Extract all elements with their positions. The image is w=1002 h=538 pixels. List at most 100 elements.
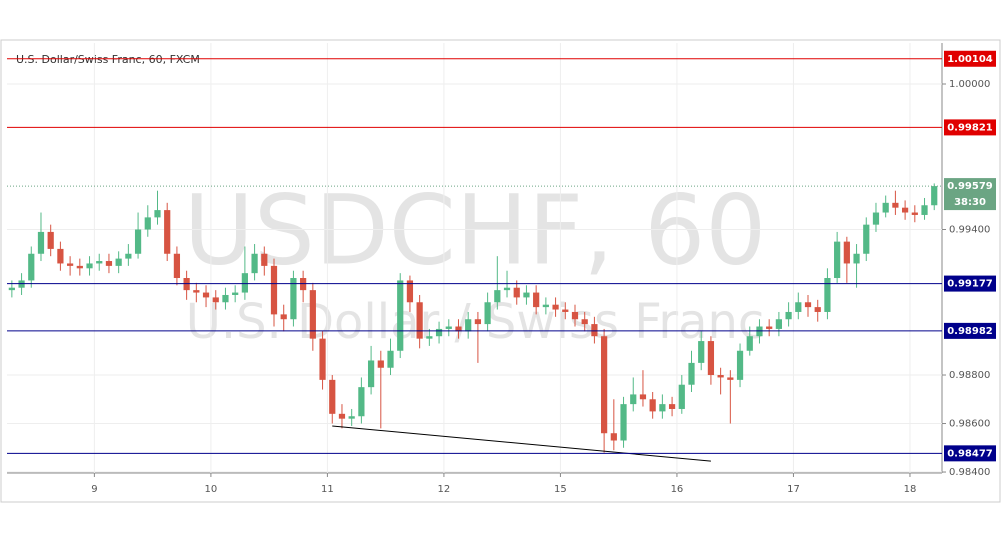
candle-body — [688, 362, 695, 385]
candle-body — [319, 338, 326, 380]
candle-body — [804, 302, 812, 308]
candle-body — [28, 253, 35, 281]
candle-body — [872, 212, 880, 225]
y-tick-label: 1.00000 — [949, 79, 990, 90]
level-label: 0.98477 — [947, 448, 993, 459]
candle-body — [445, 326, 452, 329]
candle-body — [338, 413, 346, 419]
level-label-box — [944, 322, 996, 339]
level-label: 1.00104 — [947, 54, 993, 65]
current-price-box — [944, 178, 996, 211]
candle-body — [435, 328, 443, 337]
y-tick-label: 0.99400 — [949, 225, 990, 236]
candle-body — [309, 290, 316, 339]
candle-body — [824, 278, 831, 312]
candle-body — [76, 265, 83, 269]
candle-body — [406, 280, 414, 303]
candle-body — [377, 360, 384, 368]
x-tick-label: 15 — [554, 484, 567, 495]
x-tick-label: 12 — [438, 484, 451, 495]
candle-body — [853, 253, 860, 264]
trendline — [332, 425, 711, 462]
candle-body — [931, 186, 938, 206]
candle-body — [552, 304, 559, 310]
candle-body — [601, 336, 608, 434]
candle-body — [571, 311, 579, 320]
chart-frame — [0, 39, 1001, 503]
candle-body — [494, 290, 501, 303]
x-tick-label: 9 — [91, 484, 97, 495]
candle-body — [426, 336, 433, 339]
candle-body — [717, 375, 724, 378]
candle-body — [154, 210, 161, 218]
current-price-label: 0.99579 — [947, 181, 993, 192]
candle-body — [834, 241, 841, 279]
level-label: 0.99177 — [947, 279, 993, 290]
y-tick-label: 0.98600 — [949, 419, 990, 430]
candle-body — [901, 207, 909, 213]
candle-body — [57, 248, 64, 264]
candle-body — [387, 350, 394, 368]
candle-body — [668, 404, 676, 409]
candle-body — [474, 319, 482, 325]
candle-body — [775, 319, 782, 329]
candle-body — [581, 319, 588, 325]
candle-body — [843, 241, 850, 264]
candle-body — [659, 404, 666, 412]
candle-body — [251, 253, 258, 274]
x-tick-label: 18 — [904, 484, 917, 495]
candle-body — [280, 314, 287, 320]
x-tick-label: 16 — [671, 484, 684, 495]
candle-body — [620, 404, 627, 441]
candle-body — [212, 297, 219, 303]
candle-body — [37, 231, 45, 254]
countdown-label: 38:30 — [954, 197, 986, 208]
level-label-box — [944, 275, 996, 292]
x-tick-label: 11 — [321, 484, 334, 495]
level-label-box — [944, 445, 996, 462]
candle-body — [591, 324, 598, 337]
candle-body — [67, 263, 74, 266]
candle-body — [222, 294, 229, 303]
y-tick-label: 0.98800 — [949, 370, 990, 381]
candle-body — [542, 304, 549, 308]
candle-body — [639, 394, 647, 400]
candle-body — [727, 377, 734, 380]
candle-body — [465, 319, 472, 332]
candle-body — [892, 202, 899, 208]
chart-title: U.S. Dollar/Swiss Franc, 60, FXCM — [16, 53, 200, 66]
level-label: 0.99821 — [947, 122, 993, 133]
candle-body — [814, 307, 821, 312]
candle-body — [47, 231, 54, 249]
candle-body — [698, 341, 705, 363]
candle-body — [270, 265, 278, 315]
candle-body — [144, 217, 151, 230]
candle-body — [416, 302, 423, 339]
candle-body — [358, 387, 365, 417]
candle-body — [193, 290, 200, 293]
candle-body — [86, 263, 93, 269]
candle-body — [261, 253, 268, 266]
candle-body — [523, 292, 530, 298]
candle-body — [882, 202, 889, 213]
candle-body — [134, 229, 142, 254]
candle-body — [367, 360, 375, 388]
y-tick-label: 0.98400 — [949, 467, 990, 478]
candle-body — [649, 399, 656, 412]
candle-body — [785, 311, 792, 320]
candle-body — [766, 326, 773, 329]
candle-body — [863, 224, 870, 254]
candle-body — [105, 261, 113, 266]
candle-body — [455, 326, 462, 332]
candle-body — [513, 287, 520, 298]
candle-body — [232, 292, 239, 295]
candle-body — [921, 205, 928, 215]
candle-body — [96, 261, 103, 264]
candle-body — [290, 278, 297, 320]
level-label-box — [944, 50, 996, 67]
candle-body — [503, 287, 511, 291]
candle-body — [348, 416, 355, 419]
x-tick-label: 17 — [787, 484, 800, 495]
watermark-symbol: USDCHF, 60 — [184, 174, 767, 286]
